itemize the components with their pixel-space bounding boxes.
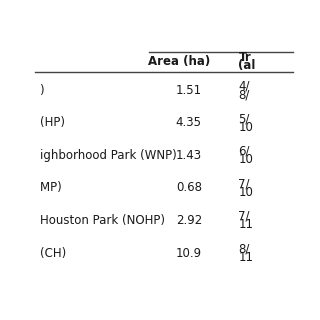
Text: Area (ha): Area (ha)	[148, 55, 210, 68]
Text: 0.68: 0.68	[176, 181, 202, 195]
Text: 8/: 8/	[238, 88, 250, 101]
Text: ighborhood Park (WNP): ighborhood Park (WNP)	[40, 149, 177, 162]
Text: MP): MP)	[40, 181, 92, 195]
Text: 1.43: 1.43	[176, 149, 202, 162]
Text: 4/: 4/	[238, 80, 250, 93]
Text: 5/: 5/	[238, 112, 250, 125]
Text: Tr: Tr	[238, 51, 251, 64]
Text: 8/: 8/	[238, 242, 250, 255]
Text: 10.9: 10.9	[176, 246, 202, 260]
Text: 7/: 7/	[238, 177, 250, 190]
Text: (CH): (CH)	[40, 246, 92, 260]
Text: 11: 11	[238, 251, 253, 264]
Text: (al: (al	[238, 60, 256, 72]
Text: 4.35: 4.35	[176, 116, 202, 129]
Text: (HP): (HP)	[40, 116, 91, 129]
Text: 2.92: 2.92	[176, 214, 202, 227]
Text: 1.51: 1.51	[176, 84, 202, 97]
Text: 10: 10	[238, 186, 253, 199]
Text: ): )	[40, 84, 82, 97]
Text: Houston Park (NOHP): Houston Park (NOHP)	[40, 214, 165, 227]
Text: 7/: 7/	[238, 210, 250, 223]
Text: 6/: 6/	[238, 145, 250, 158]
Text: 11: 11	[238, 218, 253, 231]
Text: 10: 10	[238, 153, 253, 166]
Text: 10: 10	[238, 121, 253, 133]
